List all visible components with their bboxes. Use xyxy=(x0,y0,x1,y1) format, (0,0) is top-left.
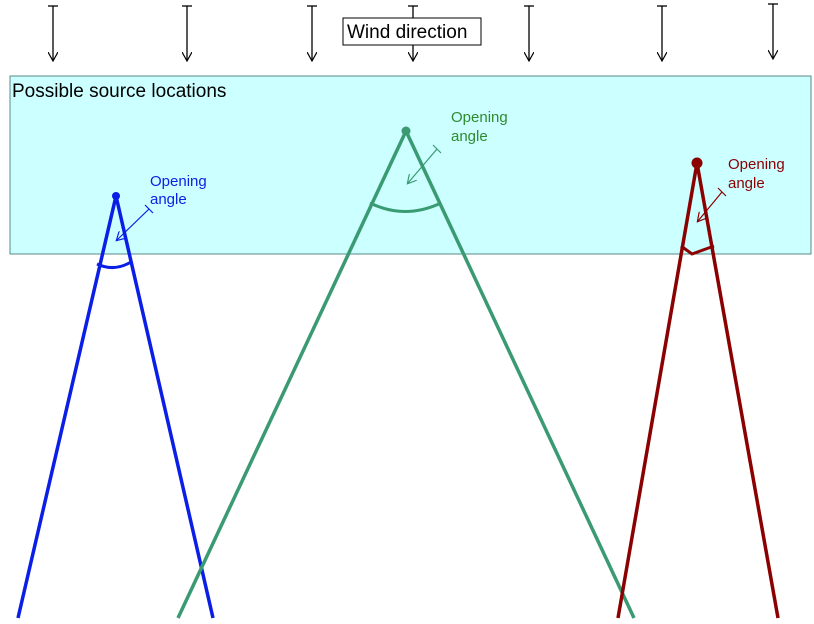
wind-arrows xyxy=(48,3,778,60)
green-angle-pointer-cap xyxy=(432,144,442,154)
source-region xyxy=(9,75,812,255)
wind-arrow xyxy=(48,5,58,60)
wind-direction-label: Wind direction xyxy=(347,22,467,43)
red-plume-left-edge xyxy=(616,162,699,619)
green-plume-left-edge xyxy=(176,130,408,619)
wind-arrow xyxy=(524,5,534,60)
red-plume-right-edge xyxy=(695,162,780,619)
blue-angle-pointer xyxy=(117,208,150,240)
wind-arrow xyxy=(307,5,317,60)
blue-angle-label-line2: angle xyxy=(150,191,187,208)
red-angle-pointer-cap xyxy=(717,187,727,197)
green-opening-arc xyxy=(369,201,442,213)
green-plume-right-edge xyxy=(404,130,636,619)
green-angle-label-line1: Opening xyxy=(451,109,508,126)
blue-opening-arc xyxy=(96,260,132,269)
red-angle-label-line1: Opening xyxy=(728,156,785,173)
blue-plume-right-edge xyxy=(114,195,215,619)
red-angle-label-line2: angle xyxy=(728,175,765,192)
red-source-dot xyxy=(691,157,703,169)
wind-arrow xyxy=(768,3,778,58)
blue-source-dot xyxy=(112,192,120,200)
wind-direction-box xyxy=(342,17,482,46)
red-angle-pointer xyxy=(698,191,723,221)
blue-plume: Opening angle xyxy=(16,173,215,619)
red-plume: Opening angle xyxy=(616,156,785,619)
wind-arrow xyxy=(182,5,192,60)
source-region-label: Possible source locations xyxy=(12,81,226,102)
blue-angle-pointer-cap xyxy=(144,204,154,214)
green-angle-label-line2: angle xyxy=(451,128,488,145)
green-plume: Opening angle xyxy=(176,109,636,619)
green-angle-pointer xyxy=(408,148,438,183)
wind-arrow xyxy=(657,5,667,60)
blue-angle-label-line1: Opening xyxy=(150,173,207,190)
blue-plume-left-edge xyxy=(16,195,118,619)
green-source-dot xyxy=(401,126,411,136)
red-opening-arc xyxy=(680,244,715,256)
